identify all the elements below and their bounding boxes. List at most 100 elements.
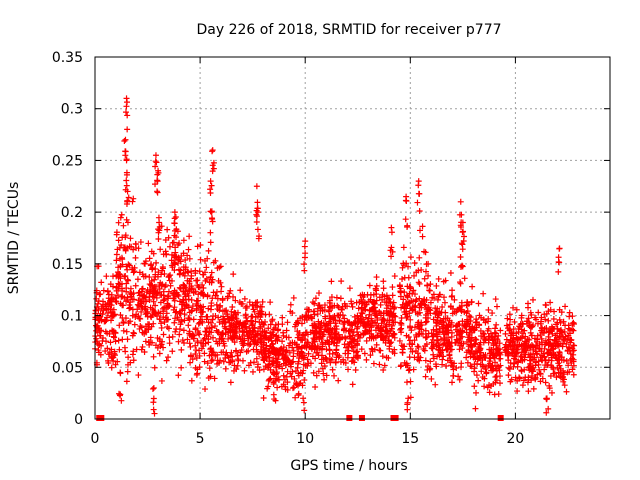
data-point [563, 388, 570, 395]
data-point [210, 289, 217, 296]
data-point [200, 292, 207, 299]
data-point-spike [208, 209, 215, 216]
data-point-spike [302, 238, 309, 245]
data-point-spike [416, 207, 423, 214]
data-point [405, 263, 412, 270]
data-point [529, 356, 536, 363]
data-point [334, 335, 341, 342]
data-point [439, 356, 446, 363]
data-point [468, 299, 475, 306]
data-point [168, 251, 175, 258]
data-point [241, 324, 248, 331]
data-point [434, 317, 441, 324]
data-point [468, 337, 475, 344]
data-point [309, 315, 316, 322]
data-point [448, 324, 455, 331]
data-point [349, 322, 356, 329]
data-point [380, 310, 387, 317]
data-point [146, 255, 153, 262]
data-point [557, 327, 564, 334]
data-point [230, 314, 237, 321]
data-point [421, 275, 428, 282]
data-point [100, 301, 107, 308]
data-point [147, 334, 154, 341]
data-point [319, 345, 326, 352]
data-point [547, 299, 554, 306]
data-point [537, 318, 544, 325]
data-point [207, 345, 214, 352]
data-point [466, 329, 473, 336]
data-point [130, 296, 137, 303]
data-point [142, 338, 149, 345]
data-point [205, 375, 212, 382]
data-point [363, 337, 370, 344]
data-point [193, 347, 200, 354]
data-point [273, 364, 280, 371]
data-point [458, 299, 465, 306]
chart-title: Day 226 of 2018, SRMTID for receiver p77… [196, 22, 501, 38]
data-point [221, 316, 228, 323]
data-point [135, 289, 142, 296]
data-point [118, 211, 125, 218]
data-point-spike [124, 112, 131, 119]
data-point [252, 299, 259, 306]
data-point [525, 376, 532, 383]
data-point [561, 382, 568, 389]
data-point [430, 326, 437, 333]
data-point [241, 337, 248, 344]
data-point [136, 269, 143, 276]
data-point [406, 283, 413, 290]
data-point [130, 195, 137, 202]
data-point [339, 333, 346, 340]
data-point [237, 319, 244, 326]
data-point [274, 384, 281, 391]
data-point [300, 332, 307, 339]
data-point [363, 356, 370, 363]
data-point [124, 336, 131, 343]
data-point [439, 304, 446, 311]
data-point [99, 337, 106, 344]
data-point [185, 322, 192, 329]
data-point [195, 320, 202, 327]
data-point [116, 322, 123, 329]
data-point [440, 353, 447, 360]
data-point [309, 327, 316, 334]
data-point-spike [300, 399, 307, 406]
data-point [550, 316, 557, 323]
data-point [391, 273, 398, 280]
data-point-spike [457, 198, 464, 205]
data-point [223, 307, 230, 314]
data-point [187, 343, 194, 350]
outage-marker [358, 415, 365, 421]
data-point [280, 329, 287, 336]
data-point [525, 304, 532, 311]
data-point [426, 287, 433, 294]
data-point [481, 334, 488, 341]
data-point [118, 242, 125, 249]
data-point [208, 269, 215, 276]
data-point [180, 327, 187, 334]
data-point [410, 287, 417, 294]
data-point [380, 285, 387, 292]
data-point [112, 330, 119, 337]
data-point [156, 282, 163, 289]
data-point [373, 341, 380, 348]
data-point [201, 358, 208, 365]
data-point-spike [125, 194, 132, 201]
data-point [137, 323, 144, 330]
data-point [518, 314, 525, 321]
data-point-spike [116, 390, 123, 397]
data-point [134, 301, 141, 308]
data-point [487, 330, 494, 337]
data-point [204, 324, 211, 331]
data-point [448, 333, 455, 340]
data-point [310, 369, 317, 376]
data-point [104, 345, 111, 352]
data-point-spike [150, 399, 157, 406]
data-point [120, 320, 127, 327]
data-point [371, 298, 378, 305]
data-point [227, 379, 234, 386]
data-point-spike [175, 260, 182, 267]
data-point [427, 307, 434, 314]
data-point-spike [556, 245, 563, 252]
